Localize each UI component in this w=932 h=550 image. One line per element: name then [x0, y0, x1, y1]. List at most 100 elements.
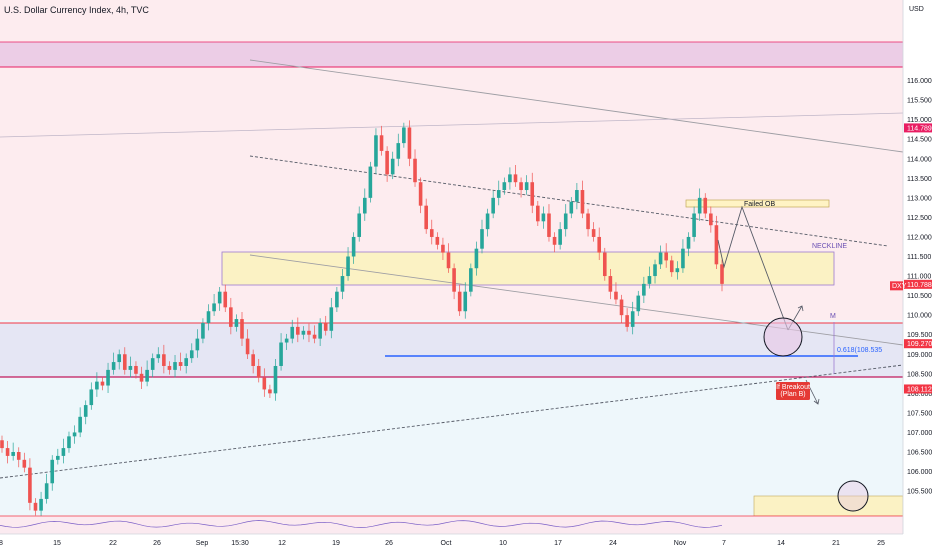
price-badges: 114.789 110.788 109.270 108.112 DXY: [890, 123, 932, 394]
candle: [234, 314, 239, 332]
candle: [558, 222, 562, 250]
m-label: M: [830, 313, 836, 320]
y-tick-label: 111.000: [907, 274, 931, 281]
bottom-right-zone: [753, 495, 904, 517]
x-tick-label: 15:30: [231, 540, 249, 547]
candle: [206, 304, 211, 331]
y-tick-label: 113.000: [907, 195, 932, 202]
candle: [28, 458, 32, 511]
candle: [658, 245, 663, 270]
candle: [675, 261, 680, 280]
candle: [61, 438, 66, 464]
candle: [630, 301, 635, 335]
price-badge-label: 110.788: [907, 282, 932, 289]
candle: [56, 448, 60, 465]
price-badge-label: 109.270: [907, 341, 932, 348]
candle: [647, 266, 652, 289]
candle: [162, 344, 166, 374]
candle: [681, 239, 685, 273]
candle: [697, 188, 702, 221]
candle: [418, 177, 423, 214]
flat-guide-line: [0, 112, 904, 138]
candle: [636, 290, 641, 316]
y-tick-label: 115.000: [907, 117, 932, 124]
candle: [463, 282, 468, 319]
candle: [441, 237, 445, 261]
candle: [78, 407, 82, 438]
candle: [223, 284, 228, 313]
candle: [591, 222, 596, 242]
candle: [413, 149, 417, 187]
x-tick-label: 26: [153, 540, 161, 547]
candle: [569, 197, 574, 219]
candle: [301, 326, 306, 340]
candle: [714, 215, 719, 270]
candle: [586, 208, 590, 237]
y-tick-label: 112.500: [907, 215, 932, 222]
price-badge-label: 108.112: [907, 386, 932, 393]
candle: [279, 333, 283, 371]
candle: [329, 297, 334, 339]
y-tick-label: 114.000: [907, 156, 932, 163]
candle: [323, 315, 328, 336]
candle: [89, 382, 94, 410]
price-scale[interactable]: [903, 0, 932, 534]
candle: [229, 297, 233, 335]
price-badge-label: 114.789: [907, 125, 932, 132]
y-tick-label: 105.500: [907, 489, 932, 496]
candle: [362, 188, 367, 221]
candle: [307, 323, 311, 343]
candles: [0, 120, 724, 519]
candle: [435, 232, 440, 250]
x-tick-label: 25: [877, 540, 885, 547]
symbol-badge-label: DXY: [892, 283, 907, 290]
breakout-line-1: If Breakout: [776, 384, 810, 391]
upper-channel-line: [249, 59, 904, 153]
candle: [664, 243, 668, 268]
candle: [178, 352, 183, 371]
y-tick-label: 110.000: [907, 313, 932, 320]
candle: [284, 333, 289, 350]
candle: [184, 353, 188, 374]
time-axis[interactable]: [0, 534, 932, 550]
candle: [195, 329, 200, 358]
candle: [145, 360, 149, 387]
x-tick-label: 26: [385, 540, 393, 547]
lower-red-zone: [0, 323, 903, 377]
candle: [173, 355, 177, 378]
candle: [547, 204, 551, 242]
candle: [642, 276, 646, 304]
x-tick-label: 7: [722, 540, 726, 547]
candle: [703, 193, 708, 219]
x-tick-label: 14: [777, 540, 785, 547]
y-tick-label: 115.500: [907, 98, 932, 105]
candle: [134, 361, 138, 379]
candle: [156, 347, 161, 363]
top-resistance-zone: [0, 42, 903, 67]
y-tick-label: 109.500: [907, 332, 932, 339]
candle: [541, 206, 546, 229]
bottom-circle: [837, 480, 869, 512]
candle: [429, 219, 434, 245]
candle: [502, 177, 507, 195]
y-tick-label: 106.500: [907, 450, 932, 457]
candle: [519, 177, 523, 198]
candle: [480, 219, 484, 254]
candle: [100, 376, 105, 391]
candle: [268, 384, 272, 399]
y-tick-label: 112.000: [907, 234, 932, 241]
candle: [11, 442, 15, 461]
candle: [396, 133, 401, 167]
candle: [686, 232, 691, 257]
candle: [552, 232, 557, 253]
candle: [117, 349, 122, 370]
candle: [351, 232, 356, 264]
fib-label: 0.618(108.535: [837, 347, 882, 354]
rising-dashed-trendline: [0, 364, 904, 479]
y-tick-label: 107.000: [907, 430, 932, 437]
candle: [597, 227, 602, 261]
x-tick-label: 8: [0, 540, 3, 547]
x-tick-label: 22: [109, 540, 117, 547]
candle: [692, 206, 696, 242]
